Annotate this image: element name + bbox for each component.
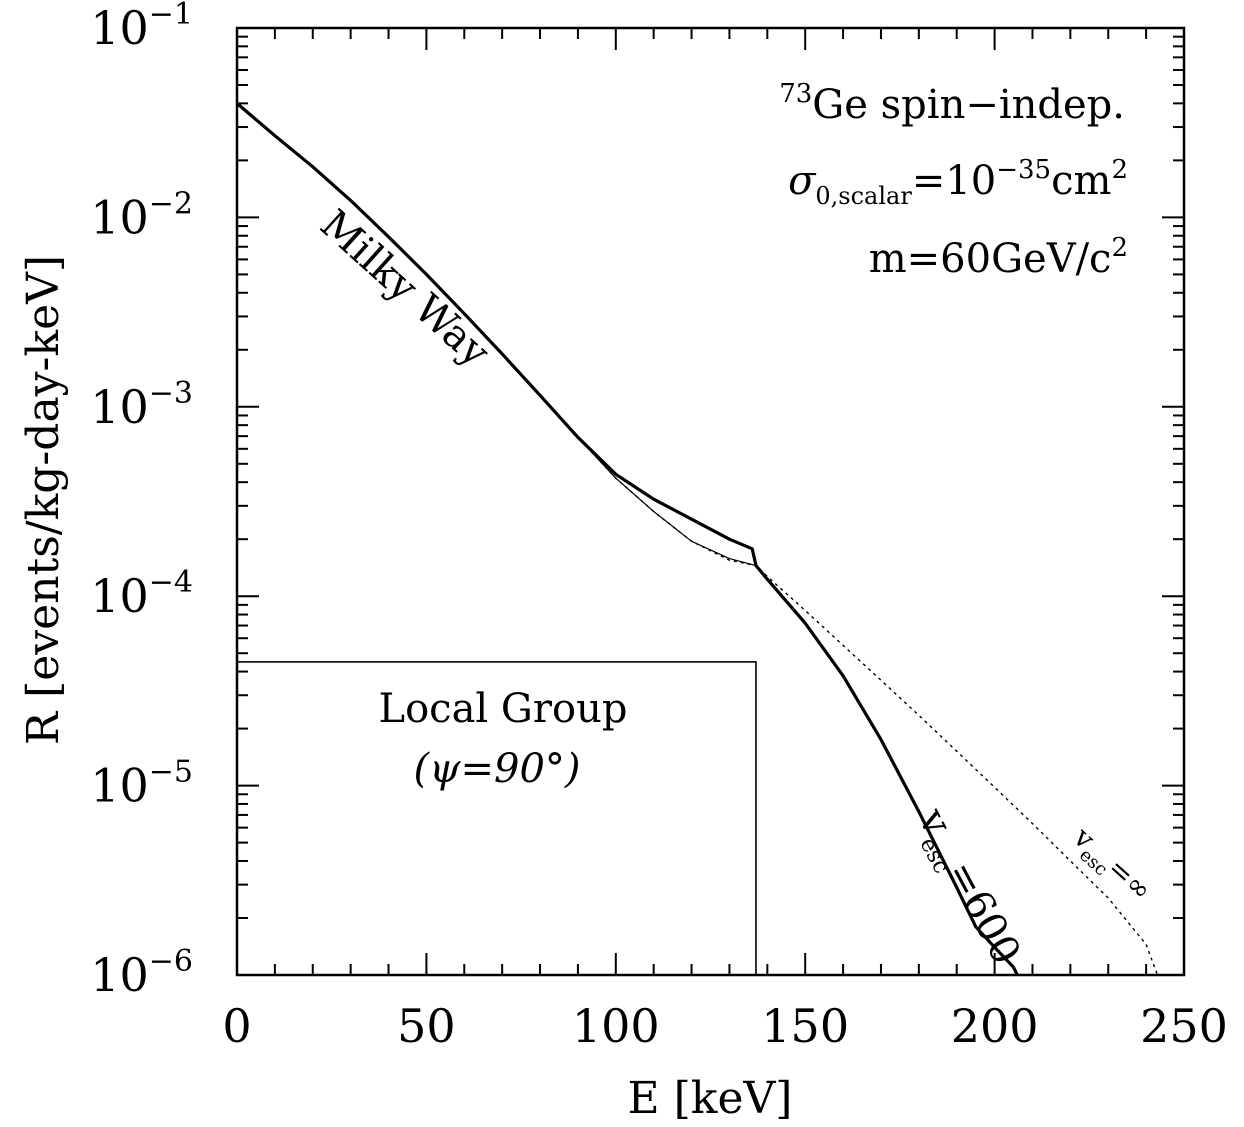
vesc-600-label: vesc=600: [903, 800, 1029, 975]
sigma-unit: cm: [1051, 158, 1111, 204]
y-tick-exponent: −1: [149, 0, 193, 32]
curve-local-group: [236, 102, 757, 567]
curves: [235, 102, 1159, 976]
vesc-inf-label: vesc=∞: [1063, 820, 1159, 912]
y-tick-label: 10−3: [90, 376, 193, 434]
mass-text: m=60GeV/c: [869, 236, 1112, 282]
y-tick-base: 10: [90, 759, 149, 813]
y-tick-base: 10: [90, 569, 149, 623]
y-tick-exponent: −3: [149, 376, 193, 411]
y-tick-base: 10: [90, 380, 149, 434]
x-tick-label: 250: [1140, 999, 1228, 1053]
sigma-subscript: 0,scalar: [815, 182, 912, 210]
axis-ticks: [236, 28, 1185, 976]
x-tick-label: 100: [572, 999, 660, 1053]
y-tick-label: 10−5: [90, 755, 193, 813]
isotope-mass-number: 73: [779, 79, 812, 109]
local-group-label-line1: Local Group: [379, 686, 628, 732]
local-group-label-line2: (ψ=90°): [414, 746, 581, 792]
y-tick-base: 10: [90, 948, 149, 1002]
cross-section-label: σ0,scalar=10−35cm2: [788, 155, 1128, 210]
x-axis-title: E [keV]: [628, 1073, 793, 1124]
x-tick-label: 50: [397, 999, 456, 1053]
x-tick-label: 200: [951, 999, 1039, 1053]
y-tick-label: 10−2: [90, 186, 193, 244]
y-tick-label: 10−6: [90, 944, 193, 1002]
y-tick-exponent: −6: [149, 944, 193, 979]
y-tick-exponent: −2: [149, 186, 193, 221]
y-tick-base: 10: [90, 1, 149, 55]
y-axis-title: R [events/kg-day-keV]: [18, 255, 69, 745]
milky-way-label: Milky Way: [311, 201, 498, 376]
vesc-600-val: =600: [937, 853, 1029, 972]
sigma-symbol: σ: [788, 158, 817, 204]
x-tick-label: 150: [761, 999, 849, 1053]
x-tick-label: 0: [222, 999, 251, 1053]
mass-exponent: 2: [1111, 233, 1128, 263]
sigma-equals: =10: [912, 158, 996, 204]
y-tick-label: 10−4: [90, 565, 193, 623]
isotope-text: Ge spin−indep.: [812, 82, 1125, 128]
vesc-inf-val: =∞: [1101, 851, 1158, 907]
local-group-box: [236, 661, 757, 976]
y-tick-base: 10: [90, 190, 149, 244]
sigma-unit-exponent: 2: [1111, 155, 1128, 185]
isotope-label: 73Ge spin−indep.: [779, 79, 1125, 128]
y-tick-exponent: −4: [149, 565, 193, 600]
wimp-mass-label: m=60GeV/c2: [869, 233, 1128, 282]
sigma-exponent: −35: [996, 155, 1051, 185]
y-tick-label: 10−1: [90, 0, 193, 55]
y-tick-exponent: −5: [149, 755, 193, 790]
